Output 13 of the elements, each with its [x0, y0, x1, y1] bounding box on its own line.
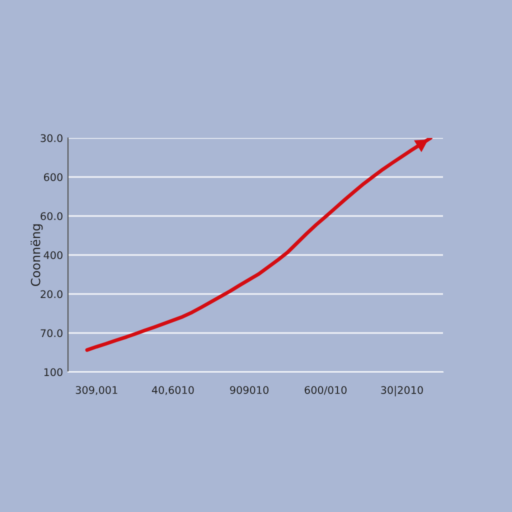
text: 100 — [44, 368, 62, 376]
text: 70.0 — [40, 329, 62, 338]
text: 30.0 — [40, 134, 62, 142]
y-axis-title: Coonnëng — [30, 224, 43, 286]
x-tick-label: 600/010 — [304, 386, 347, 395]
x-tick-label: 40,6010 — [152, 386, 194, 396]
x-tick-label: 909010 — [230, 386, 268, 394]
text: 600 — [44, 173, 62, 182]
x-tick-label: 309,001 — [76, 386, 118, 396]
text: 400 — [44, 251, 62, 260]
text: 20.0 — [40, 290, 62, 298]
text: 60.0 — [40, 212, 62, 220]
x-tick-label: 30|2010 — [381, 386, 423, 396]
